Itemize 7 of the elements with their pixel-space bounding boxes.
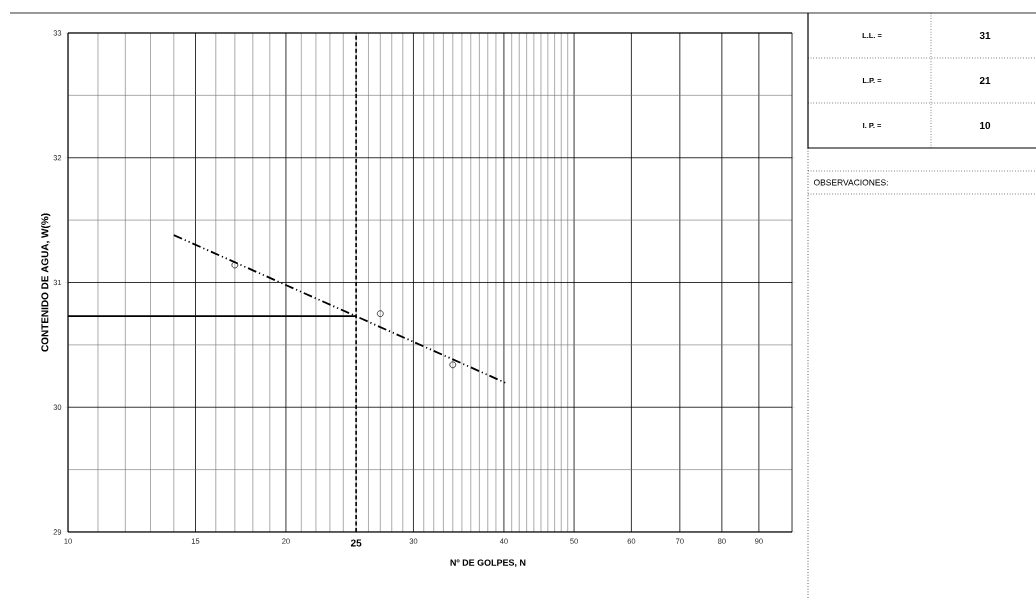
text: OBSERVACIONES: [813,179,888,186]
x-axis-title: Nº DE GOLPES, N [450,559,526,568]
text: 31 [979,31,991,40]
text: 21 [979,77,991,84]
y-axis-title: CONTENIDO DE AGUA, W(%) [41,213,51,352]
ref-line-label: 25 [350,539,362,547]
text: 10 [980,121,991,130]
